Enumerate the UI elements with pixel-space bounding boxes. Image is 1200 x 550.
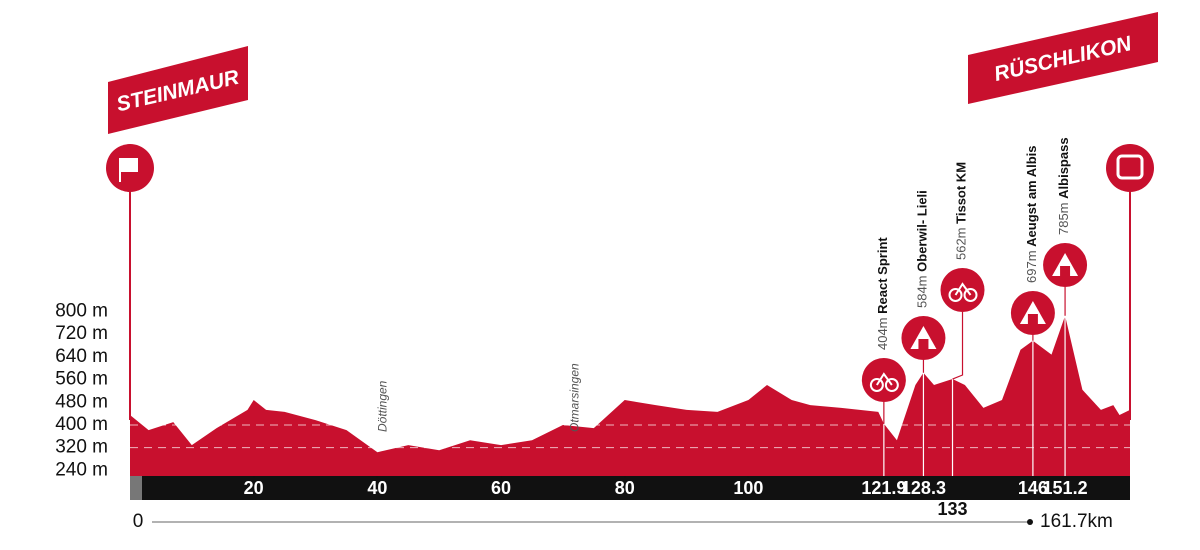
point-elevation: 404m (875, 317, 890, 350)
point-km: 151.2 (1043, 478, 1088, 498)
finish-symbol (1116, 154, 1144, 180)
distance-dot (1027, 519, 1033, 525)
wheel (948, 288, 963, 302)
flag (120, 158, 138, 172)
x-tick-label: 20 (244, 478, 264, 498)
y-tick-label: 560 m (55, 369, 108, 390)
start-banner: STEINMAUR (108, 46, 248, 134)
y-tick-label: 800 m (55, 301, 108, 322)
point-name: Tissot KM (954, 162, 969, 224)
y-tick-label: 240 m (55, 459, 108, 480)
cat-box (918, 339, 929, 349)
distance-end: 161.7km (1040, 511, 1113, 532)
point-elevation: 562m (954, 227, 969, 260)
point-km: 146 (1018, 478, 1048, 498)
x-tick-label: 80 (615, 478, 635, 498)
mountain (1052, 253, 1079, 276)
point-elevation: 785m (1057, 202, 1072, 235)
point-icon (861, 358, 906, 402)
point-name: Albispass (1057, 137, 1072, 198)
wheel (884, 378, 899, 392)
frame (876, 372, 893, 386)
wheel (963, 288, 978, 302)
elevation-area (130, 315, 1130, 476)
point-icon (940, 268, 985, 312)
y-tick-label: 480 m (55, 391, 108, 412)
point-name: Oberwil- Lieli (915, 190, 930, 272)
wheel (869, 378, 884, 392)
mountain (1019, 301, 1046, 324)
y-tick-label: 720 m (55, 323, 108, 344)
point-km: 128.3 (901, 478, 946, 498)
point-name: React Sprint (875, 237, 890, 314)
point-km: 133 (937, 499, 967, 519)
point-elevation: 697m (1024, 250, 1039, 283)
cat-box (1060, 266, 1071, 276)
frame (954, 282, 972, 296)
distance-start: 0 (133, 511, 144, 532)
banner-shape (968, 12, 1158, 104)
point-name: Aeugst am Albis (1024, 145, 1039, 246)
banner-shape (108, 46, 248, 134)
point-label: 697m Aeugst am Albis (1024, 145, 1039, 283)
point-label: 562m Tissot KM (954, 162, 969, 260)
point-label: 404m React Sprint (875, 237, 890, 350)
point-elevation: 584m (915, 275, 930, 308)
cat-box (1027, 314, 1038, 324)
y-tick-label: 400 m (55, 414, 108, 435)
km-bar-start (130, 476, 142, 500)
x-tick-label: 40 (367, 478, 387, 498)
y-tick-label: 640 m (55, 346, 108, 367)
finish-icon (1106, 144, 1154, 192)
km-bar (130, 476, 1130, 500)
point-connector (952, 312, 964, 380)
town-label: Döttingen (376, 380, 390, 432)
point-label: 584m Oberwil- Lieli (915, 190, 930, 308)
mountain (910, 326, 937, 349)
y-tick-label: 320 m (55, 437, 108, 458)
town-label: Otmarsingen (567, 363, 581, 432)
point-km: 121.9 (861, 478, 906, 498)
x-tick-label: 60 (491, 478, 511, 498)
finish-banner: RÜSCHLIKON (968, 12, 1158, 104)
x-tick-label: 100 (733, 478, 763, 498)
point-label: 785m Albispass (1057, 137, 1072, 235)
